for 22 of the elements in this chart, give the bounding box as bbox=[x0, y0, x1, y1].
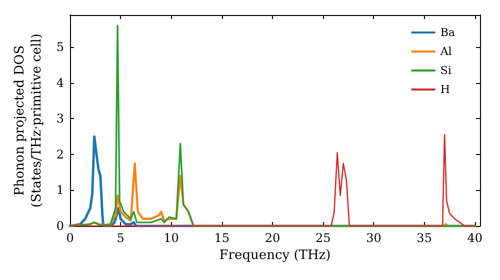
y-tick-label: 4 bbox=[56, 76, 64, 90]
y-tick-label: 0 bbox=[56, 219, 64, 233]
legend-label: H bbox=[440, 83, 450, 96]
y-tick-label: 5 bbox=[56, 40, 64, 54]
x-axis-title: Frequency (THz) bbox=[219, 248, 331, 263]
legend-label: Si bbox=[440, 64, 452, 77]
x-tick-label: 35 bbox=[416, 231, 432, 245]
y-tick-label: 1 bbox=[56, 183, 64, 198]
x-tick-label: 40 bbox=[467, 231, 483, 245]
y-tick-label: 2 bbox=[56, 147, 64, 162]
y-axis-title: Phonon projected DOS (States/THz·primitive cell) bbox=[12, 33, 44, 208]
x-tick-label: 10 bbox=[164, 231, 179, 245]
y-tick-label: 3 bbox=[56, 112, 64, 126]
x-tick-label: 20 bbox=[264, 231, 280, 245]
line-series bbox=[69, 24, 476, 227]
legend-label: Al bbox=[439, 45, 452, 58]
x-tick-label: 5 bbox=[116, 231, 124, 245]
x-tick-label: 15 bbox=[214, 231, 230, 245]
x-tick-label: 0 bbox=[66, 231, 74, 245]
x-tick-label: 25 bbox=[315, 231, 331, 245]
x-tick-label: 30 bbox=[366, 231, 382, 245]
legend-label: Ba bbox=[440, 26, 456, 39]
